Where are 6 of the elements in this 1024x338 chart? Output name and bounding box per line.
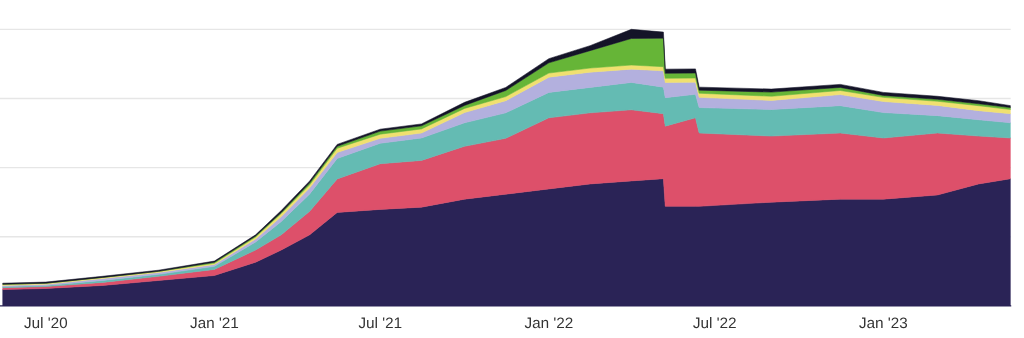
x-tick-label: Jul '20 [24,317,68,329]
x-tick-label: Jan '22 [524,317,573,329]
x-tick-label: Jan '23 [859,317,908,329]
x-tick-label: Jul '22 [693,317,736,329]
x-tick-label: Jan '21 [190,317,239,329]
x-tick-label: Jul '21 [358,317,402,329]
